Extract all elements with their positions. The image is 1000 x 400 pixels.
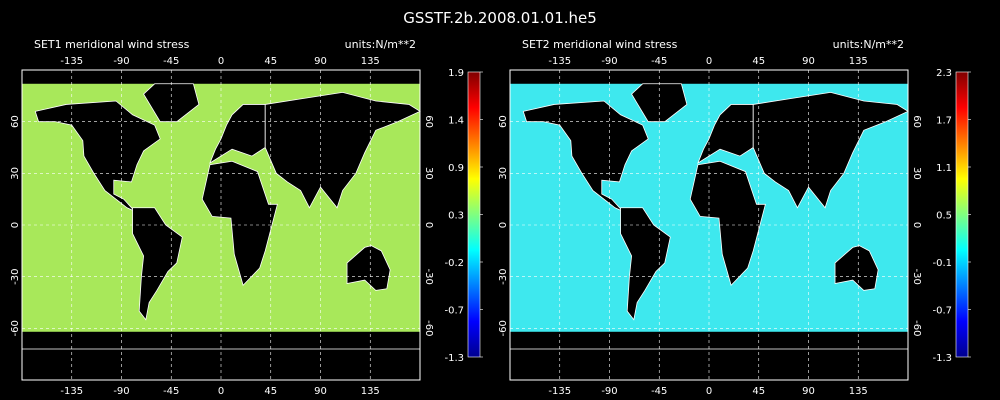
y-tick-left: 0 bbox=[498, 222, 509, 228]
x-tick-top: -135 bbox=[548, 56, 571, 67]
y-tick-right: 30 bbox=[911, 167, 922, 180]
colorbar-label: 1.9 bbox=[448, 68, 464, 79]
colorbar-label: 0.5 bbox=[936, 211, 952, 222]
map-panel-1: SET1 meridional wind stress units:N/m**2 -… bbox=[10, 38, 483, 397]
x-tick-bottom: 135 bbox=[361, 386, 380, 397]
x-tick-top: 45 bbox=[752, 56, 765, 67]
map-frame bbox=[509, 69, 909, 381]
colorbar-label: 0.3 bbox=[448, 211, 464, 222]
land-mask bbox=[834, 245, 879, 291]
x-tick-bottom: -45 bbox=[163, 386, 179, 397]
x-tick-top: -90 bbox=[113, 56, 129, 67]
x-tick-top: 135 bbox=[849, 56, 868, 67]
x-tick-top: -45 bbox=[651, 56, 667, 67]
land-mask bbox=[346, 245, 391, 291]
x-tick-top: 45 bbox=[264, 56, 277, 67]
colorbar-label: -0.7 bbox=[444, 306, 464, 317]
panel-title: SET2 meridional wind stress bbox=[522, 38, 678, 51]
land-mask bbox=[34, 100, 161, 212]
colorbar-label: -1.3 bbox=[932, 353, 952, 364]
x-tick-bottom: 45 bbox=[264, 386, 277, 397]
y-tick-left: 30 bbox=[498, 167, 509, 180]
x-tick-top: 0 bbox=[706, 56, 712, 67]
colorbar-label: -0.7 bbox=[932, 306, 952, 317]
land-mask bbox=[620, 207, 671, 321]
x-tick-bottom: -135 bbox=[60, 386, 83, 397]
x-tick-top: 90 bbox=[314, 56, 327, 67]
y-tick-right: 60 bbox=[911, 115, 922, 128]
colorbar bbox=[467, 71, 481, 358]
colorbar-label: -0.1 bbox=[932, 258, 952, 269]
x-tick-bottom: -90 bbox=[113, 386, 129, 397]
y-tick-left: 60 bbox=[10, 115, 21, 128]
y-tick-left: -60 bbox=[498, 320, 509, 336]
y-tick-right: -30 bbox=[911, 268, 922, 284]
colorbar-label: -0.2 bbox=[444, 258, 464, 269]
x-tick-top: 90 bbox=[802, 56, 815, 67]
colorbar-label: 0.9 bbox=[448, 163, 464, 174]
colorbar-label: 2.3 bbox=[936, 68, 952, 79]
y-tick-right: 30 bbox=[423, 167, 434, 180]
land-mask bbox=[209, 104, 266, 164]
y-tick-left: 0 bbox=[10, 222, 21, 228]
colorbar-label: -1.3 bbox=[444, 353, 464, 364]
x-tick-top: 135 bbox=[361, 56, 380, 67]
land-mask bbox=[522, 100, 649, 212]
x-tick-top: -135 bbox=[60, 56, 83, 67]
y-tick-left: -30 bbox=[498, 268, 509, 284]
y-tick-left: -60 bbox=[10, 320, 21, 336]
x-tick-bottom: 45 bbox=[752, 386, 765, 397]
colorbar-label: 1.1 bbox=[936, 163, 952, 174]
y-tick-right: -30 bbox=[423, 268, 434, 284]
x-tick-bottom: 135 bbox=[849, 386, 868, 397]
x-tick-bottom: -45 bbox=[651, 386, 667, 397]
x-tick-top: -90 bbox=[601, 56, 617, 67]
y-tick-left: 30 bbox=[10, 167, 21, 180]
y-tick-right: 0 bbox=[911, 222, 922, 228]
x-tick-bottom: 90 bbox=[314, 386, 327, 397]
land-mask bbox=[697, 104, 754, 164]
map-panel-2: SET2 meridional wind stress units:N/m**2 -… bbox=[498, 38, 971, 397]
colorbar-label: 1.7 bbox=[936, 116, 952, 127]
y-tick-left: 60 bbox=[498, 115, 509, 128]
x-tick-bottom: 90 bbox=[802, 386, 815, 397]
land-mask bbox=[132, 207, 183, 321]
units-label: units:N/m**2 bbox=[833, 38, 904, 51]
y-tick-left: -30 bbox=[10, 268, 21, 284]
x-tick-bottom: 0 bbox=[706, 386, 712, 397]
y-tick-right: -60 bbox=[423, 320, 434, 336]
x-tick-bottom: 0 bbox=[218, 386, 224, 397]
units-label: units:N/m**2 bbox=[345, 38, 416, 51]
panel-title: SET1 meridional wind stress bbox=[34, 38, 190, 51]
y-tick-right: -60 bbox=[911, 320, 922, 336]
land-mask bbox=[264, 91, 421, 209]
colorbar-label: 1.4 bbox=[448, 116, 464, 127]
y-tick-right: 60 bbox=[423, 115, 434, 128]
x-tick-bottom: -90 bbox=[601, 386, 617, 397]
y-tick-right: 0 bbox=[423, 222, 434, 228]
x-tick-bottom: -135 bbox=[548, 386, 571, 397]
map-frame bbox=[21, 69, 421, 381]
x-tick-top: 0 bbox=[218, 56, 224, 67]
figure-title: GSSTF.2b.2008.01.01.he5 bbox=[403, 9, 597, 27]
colorbar bbox=[955, 71, 969, 358]
land-mask bbox=[752, 91, 909, 209]
x-tick-top: -45 bbox=[163, 56, 179, 67]
